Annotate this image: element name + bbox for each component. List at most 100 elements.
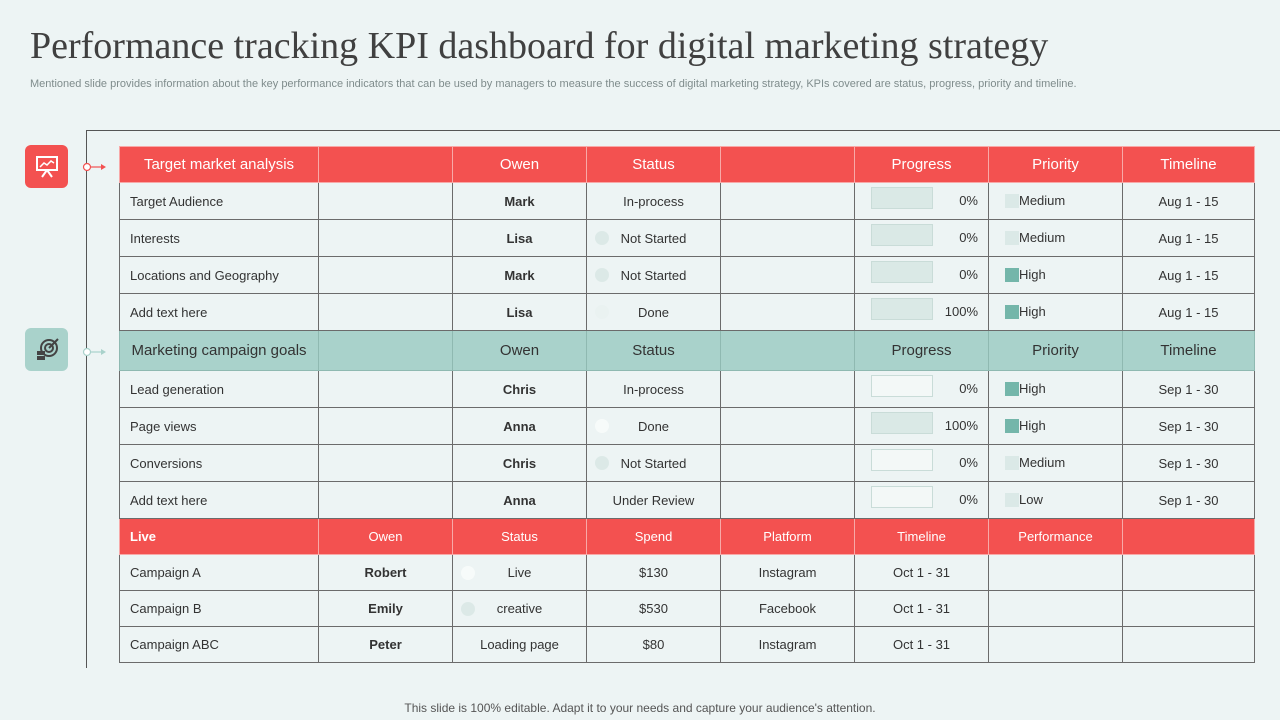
section3-label: Live — [119, 518, 319, 555]
task-name: Target Audience — [119, 182, 319, 220]
progress-cell: 0% — [854, 182, 989, 220]
connector-arrow-red — [82, 162, 106, 172]
priority-header: Priority — [988, 146, 1123, 183]
owner-name: Chris — [452, 444, 587, 482]
timeline-header: Timeline — [1122, 330, 1255, 371]
timeline-header: Timeline — [1122, 146, 1255, 183]
status-text: creative — [496, 601, 543, 616]
platform-text: Instagram — [720, 554, 855, 591]
status-cell: Done — [586, 407, 721, 445]
status-text: Live — [507, 565, 532, 580]
table-row: Conversions Chris Not Started 0% Medium … — [119, 444, 1255, 482]
priority-cell: High — [988, 407, 1123, 445]
table-row: Campaign B Emily creative $530 Facebook … — [119, 590, 1255, 627]
priority-marker — [1005, 419, 1019, 433]
priority-marker — [1005, 382, 1019, 396]
timeline-text: Sep 1 - 30 — [1122, 370, 1255, 408]
frame-top-line — [86, 130, 1280, 131]
status-cell: Loading page — [452, 626, 587, 663]
platform-text: Facebook — [720, 590, 855, 627]
task-name: Add text here — [119, 293, 319, 331]
table-row: Locations and Geography Mark Not Started… — [119, 256, 1255, 294]
status-text: Loading page — [480, 637, 559, 652]
owner-header: Owen — [452, 330, 587, 371]
progress-text: 0% — [959, 381, 978, 396]
owner-name: Anna — [452, 407, 587, 445]
page-subtitle: Mentioned slide provides information abo… — [30, 78, 1077, 90]
progress-bar — [871, 224, 933, 246]
status-dot — [461, 566, 475, 580]
status-text: Done — [637, 304, 670, 320]
footer-note: This slide is 100% editable. Adapt it to… — [404, 701, 876, 715]
timeline-text: Oct 1 - 31 — [854, 554, 989, 591]
status-header: Status — [586, 146, 721, 183]
progress-cell: 0% — [854, 481, 989, 519]
owner-name: Peter — [318, 626, 453, 663]
status-cell: In-process — [586, 370, 721, 408]
priority-text: Medium — [1019, 193, 1066, 208]
campaign-name: Campaign B — [119, 590, 319, 627]
owner-name: Mark — [452, 182, 587, 220]
campaign-name: Campaign ABC — [119, 626, 319, 663]
section1-label: Target market analysis — [119, 146, 319, 183]
priority-cell: Medium — [988, 182, 1123, 220]
status-dot — [461, 602, 475, 616]
progress-text: 100% — [944, 418, 978, 433]
owner-header: Owen — [452, 146, 587, 183]
status-cell: creative — [452, 590, 587, 627]
section2-header-row: Marketing campaign goals Owen Status Pro… — [119, 330, 1255, 371]
status-text: Under Review — [612, 492, 695, 508]
progress-bar — [871, 412, 933, 434]
frame-left-line — [86, 130, 87, 668]
timeline-header: Timeline — [854, 518, 989, 555]
timeline-text: Oct 1 - 31 — [854, 626, 989, 663]
priority-cell: Medium — [988, 219, 1123, 257]
progress-bar — [871, 449, 933, 471]
task-name: Lead generation — [119, 370, 319, 408]
progress-cell: 100% — [854, 407, 989, 445]
status-text: In-process — [623, 381, 684, 397]
status-text: Not Started — [620, 455, 687, 471]
status-cell: Not Started — [586, 444, 721, 482]
presentation-chart-icon — [25, 145, 68, 188]
priority-marker — [1005, 493, 1019, 507]
owner-name: Emily — [318, 590, 453, 627]
task-name: Locations and Geography — [119, 256, 319, 294]
status-header: Status — [586, 330, 721, 371]
priority-header: Priority — [988, 330, 1123, 371]
priority-text: Medium — [1019, 230, 1066, 245]
priority-marker — [1005, 456, 1019, 470]
priority-text: High — [1019, 267, 1046, 282]
priority-text: High — [1019, 304, 1046, 319]
status-cell: Not Started — [586, 219, 721, 257]
owner-name: Anna — [452, 481, 587, 519]
progress-cell: 0% — [854, 370, 989, 408]
status-dot — [595, 419, 609, 433]
priority-text: High — [1019, 418, 1046, 433]
owner-name: Mark — [452, 256, 587, 294]
priority-text: Low — [1019, 492, 1043, 507]
progress-text: 0% — [959, 455, 978, 470]
table-row: Page views Anna Done 100% High Sep 1 - 3… — [119, 407, 1255, 445]
priority-cell: High — [988, 293, 1123, 331]
task-name: Add text here — [119, 481, 319, 519]
spend-text: $130 — [586, 554, 721, 591]
task-name: Page views — [119, 407, 319, 445]
progress-bar — [871, 261, 933, 283]
target-goal-icon — [25, 328, 68, 371]
performance-header: Performance — [988, 518, 1123, 555]
status-header: Status — [452, 518, 587, 555]
table-row: Interests Lisa Not Started 0% Medium Aug… — [119, 219, 1255, 257]
timeline-text: Aug 1 - 15 — [1122, 293, 1255, 331]
timeline-text: Aug 1 - 15 — [1122, 256, 1255, 294]
timeline-text: Aug 1 - 15 — [1122, 182, 1255, 220]
section2-label: Marketing campaign goals — [119, 330, 319, 371]
progress-cell: 100% — [854, 293, 989, 331]
priority-cell: Medium — [988, 444, 1123, 482]
task-name: Interests — [119, 219, 319, 257]
progress-text: 0% — [959, 193, 978, 208]
kpi-table: Target market analysis Owen Status Progr… — [119, 146, 1255, 663]
table-row: Campaign A Robert Live $130 Instagram Oc… — [119, 554, 1255, 591]
status-cell: Not Started — [586, 256, 721, 294]
priority-cell: Low — [988, 481, 1123, 519]
